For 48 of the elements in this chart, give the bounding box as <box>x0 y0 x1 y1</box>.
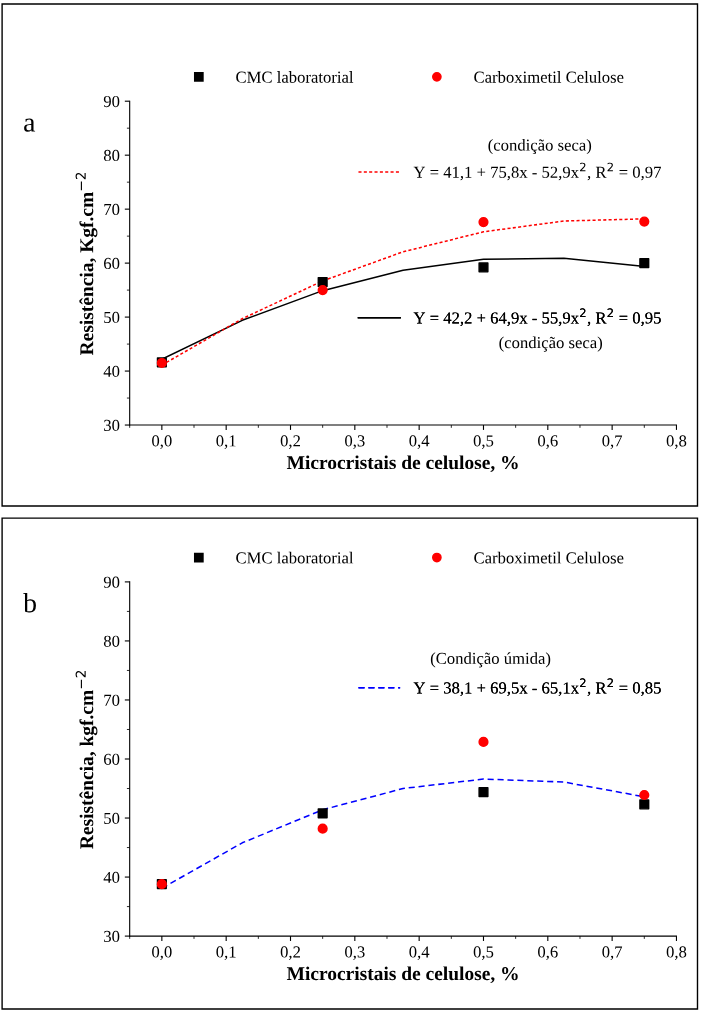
x-tick-label: 0,7 <box>602 435 623 449</box>
x-tick-label: 0,3 <box>345 435 365 449</box>
x-tick-label: 0,5 <box>473 435 494 449</box>
annotation: (Condição úmida) <box>430 652 551 668</box>
legend-label: Carboximetil Celulose <box>474 551 624 564</box>
legend-label: Carboximetil Celulose <box>474 71 624 83</box>
y-tick-label: 80 <box>103 149 120 162</box>
y-tick-label: 50 <box>104 812 120 824</box>
x-tick-label: 0,6 <box>538 946 558 960</box>
x-tick-label: 0,2 <box>280 435 300 449</box>
x-tick-label: 0,6 <box>538 435 558 449</box>
x-axis-title: Microcristais de celulose, % <box>286 966 518 983</box>
y-axis-title: Resistência, Kgf.cm$^{−2}$ <box>75 172 98 356</box>
y-tick-label: 90 <box>103 95 120 108</box>
x-tick-label: 0,7 <box>602 946 623 960</box>
x-tick-label: 0,3 <box>345 946 365 960</box>
y-tick-label: 80 <box>103 635 120 647</box>
text: a <box>24 118 36 132</box>
legend-label: Y = 41,1 + 75,8x - 52,9x$^{2}$, R$^{2}$ = 0,97 <box>413 162 661 181</box>
x-axis-title: Microcristais de celulose, % <box>286 455 518 472</box>
x-tick-label: 0,1 <box>216 946 236 960</box>
x-tick-label: 0,2 <box>280 946 300 960</box>
y-tick-label: 70 <box>104 694 120 706</box>
y-tick-label: 60 <box>104 257 120 270</box>
y-tick-label: 60 <box>104 753 120 765</box>
legend-label: CMC laboratorial <box>236 71 354 83</box>
y-tick-label: 40 <box>103 871 120 884</box>
x-tick-label: 0,4 <box>409 946 430 960</box>
annotation: (condição seca) <box>488 138 592 155</box>
y-axis-title: Resistência, kgf.cm$^{−2}$ <box>75 670 98 849</box>
x-tick-label: 0,0 <box>152 946 172 960</box>
x-tick-label: 0,0 <box>152 435 172 449</box>
legend-label: CMC laboratorial <box>236 551 354 564</box>
x-tick-label: 0,8 <box>666 946 687 960</box>
x-tick-label: 0,4 <box>409 435 430 449</box>
legend-label: Y = 38,1 + 69,5x - 65,1x$^{2}$, R$^{2}$ = 0,85 <box>413 678 661 696</box>
y-tick-label: 90 <box>103 576 120 588</box>
legend-label: Y = 42,2 + 64,9x - 55,9x$^{2}$, R$^{2}$ = 0,95 <box>413 308 661 326</box>
x-tick-label: 0,1 <box>216 435 236 449</box>
y-tick-label: 30 <box>104 930 120 943</box>
x-tick-label: 0,5 <box>473 946 494 960</box>
y-tick-label: 30 <box>104 419 120 431</box>
x-tick-label: 0,8 <box>666 435 687 449</box>
annotation: (condição seca) <box>499 336 603 352</box>
y-tick-label: 70 <box>104 203 120 216</box>
text: b <box>23 592 36 613</box>
y-tick-label: 40 <box>103 365 120 378</box>
y-tick-label: 50 <box>104 311 120 324</box>
